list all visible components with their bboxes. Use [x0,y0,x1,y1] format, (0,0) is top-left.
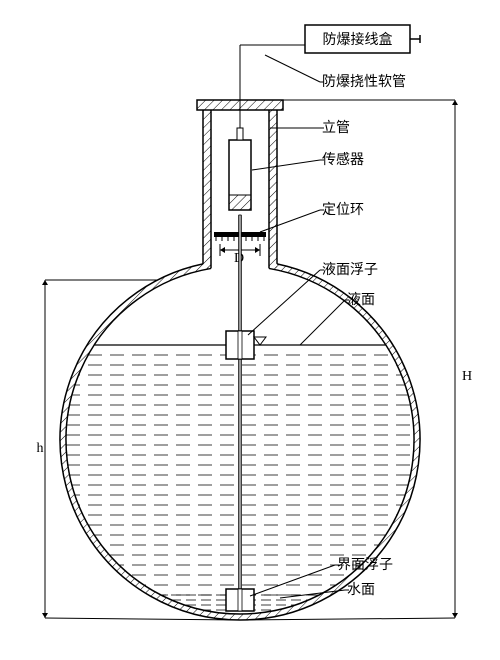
sensor-connector [237,128,243,140]
label-liquid_float: 液面浮子 [322,262,378,278]
label-ring: 定位环 [322,202,364,218]
label-standpipe: 立管 [322,120,350,136]
label-flexible_conduit: 防爆挠性软管 [322,74,406,90]
label-sensor: 传感器 [322,151,364,168]
label-interface_float: 界面浮子 [337,557,393,573]
dim-H-label: H [462,369,472,384]
label-liquid_surface: 液面 [347,292,375,308]
junction-box-label: 防爆接线盒 [323,31,393,48]
dim-h-label: h [37,441,44,456]
label-water_surface: 水面 [347,582,375,598]
liquid-surface-marker [254,337,266,345]
